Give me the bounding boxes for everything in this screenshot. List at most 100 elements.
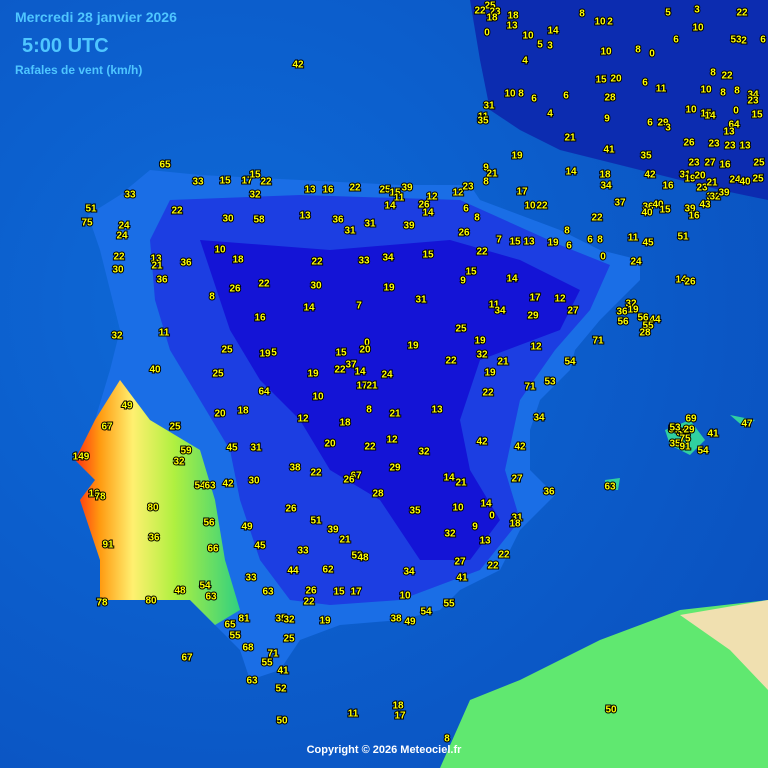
station-value: 13 [150,254,162,265]
station-value: 16 [88,489,100,500]
station-value: 12 [426,192,438,203]
station-value: 11 [489,300,500,311]
station-value: 42 [222,479,234,490]
station-value: 15 [422,250,434,261]
station-value: 22 [591,213,603,224]
station-value: 33 [706,192,718,203]
station-value: 19 [474,336,486,347]
station-value: 50 [276,716,288,727]
station-value: 32 [476,350,488,361]
station-value: 63 [246,676,258,687]
station-value: 35 [669,439,681,450]
station-value: 25 [283,634,295,645]
station-value: 34 [747,90,759,101]
station-value: 19 [319,616,331,627]
station-value: 33 [245,573,257,584]
station-value: 0 [649,49,655,60]
station-value: 6 [531,94,537,105]
station-value: 42 [476,437,488,448]
station-value: 13 [506,21,518,32]
station-value: 22 [536,201,548,212]
station-value: 10 [692,23,704,34]
station-value: 8 [366,405,372,416]
station-value: 55 [229,631,241,642]
station-value: 54 [697,446,709,457]
station-value: 9 [604,114,610,125]
station-value: 12 [530,342,542,353]
station-value: 54 [564,357,576,368]
station-value: 18 [509,519,521,530]
station-value: 66 [207,544,219,555]
station-value: 14 [354,367,366,378]
station-value: 8 [635,45,641,56]
station-value: 26 [418,200,430,211]
station-value: 38 [289,463,301,474]
station-value: 8 [734,86,740,97]
station-value: 62 [322,565,334,576]
station-value: 8 [209,292,215,303]
station-value: 12 [386,435,398,446]
station-value: 13 [479,536,491,547]
station-value: 30 [310,281,322,292]
station-value: 24 [118,221,130,232]
station-value: 14 [303,303,315,314]
station-value: 11 [159,328,170,339]
station-value: 36 [148,533,160,544]
station-value: 67 [350,471,362,482]
station-value: 14 [506,274,518,285]
station-value: 16 [254,313,266,324]
station-value: 51 [85,204,97,215]
balearics [605,415,755,490]
station-value: 25 [212,369,224,380]
station-value: 16 [719,160,731,171]
station-value: 15 [465,267,477,278]
station-value: 26 [684,277,696,288]
station-value: 8 [518,89,524,100]
station-value: 25 [379,185,391,196]
station-value: 13 [739,141,751,152]
station-value: 13 [723,127,735,138]
station-value: 12 [554,294,566,305]
station-value: 69 [685,414,697,425]
station-value: 31 [364,219,376,230]
station-value: 15 [659,205,671,216]
station-value: 22 [364,442,376,453]
station-value: 14 [422,208,434,219]
station-value: 49 [241,522,253,533]
station-value: 41 [456,573,468,584]
station-value: 48 [357,553,369,564]
station-value: 22 [260,177,272,188]
station-value: 41 [707,429,719,440]
station-value: 20 [214,409,226,420]
station-value: 22 [445,356,457,367]
station-value: 63 [604,482,616,493]
station-value: 0 [364,338,370,349]
station-value: 20 [694,171,706,182]
copyright: Copyright © 2026 Meteociel.fr [307,744,463,756]
station-value: 40 [149,365,161,376]
station-value: 57 [668,425,680,436]
station-value: 18 [237,406,249,417]
station-value: 18 [507,11,519,22]
station-value: 36 [616,307,628,318]
station-value: 78 [94,492,106,503]
date: Mercredi 28 janvier 2026 [15,9,177,25]
station-value: 30 [112,265,124,276]
station-value: 22 [258,279,270,290]
station-value: 11 [478,112,489,123]
station-value: 63 [205,592,217,603]
station-value: 14 [675,275,687,286]
station-value: 48 [174,586,186,597]
station-value: 15 [219,176,231,187]
station-value: 3 [547,41,553,52]
station-value: 65 [159,160,171,171]
station-value: 23 [696,183,708,194]
station-value: 31 [250,443,262,454]
station-value: 12 [452,188,464,199]
station-value: 55 [642,321,654,332]
station-value: 13 [431,405,443,416]
station-value: 15 [333,587,345,598]
station-value: 9 [460,276,466,287]
